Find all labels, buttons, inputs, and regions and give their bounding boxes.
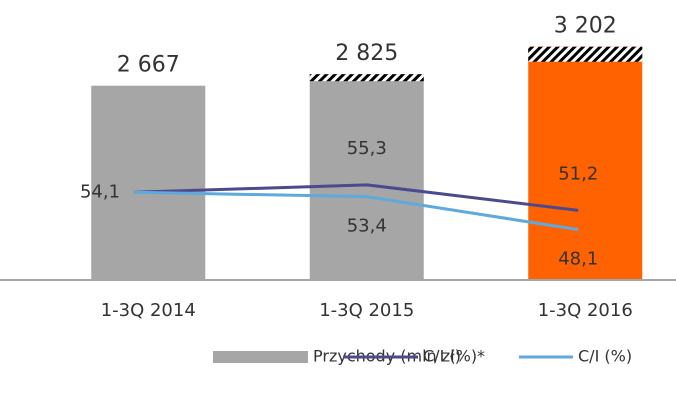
bar-hatch xyxy=(528,46,643,62)
bar xyxy=(91,85,206,280)
legend-label: C/I (%)* xyxy=(423,347,485,366)
legend-label: C/I (%) xyxy=(578,347,632,366)
legend-swatch xyxy=(213,351,308,363)
line-label: 54,1 xyxy=(80,181,120,202)
line-label: 53,4 xyxy=(347,216,387,237)
bar-label: 2 825 xyxy=(335,41,398,66)
line xyxy=(134,190,579,232)
x-tick-label: 1-3Q 2014 xyxy=(101,300,196,321)
line-label: 51,2 xyxy=(558,163,598,184)
x-tick-label: 1-3Q 2015 xyxy=(319,300,414,321)
line-label: 48,1 xyxy=(558,249,598,270)
line-label: 55,3 xyxy=(347,138,387,159)
bar-hatch xyxy=(309,74,424,82)
x-tick-label: 1-3Q 2016 xyxy=(538,300,633,321)
line xyxy=(134,183,579,212)
bar xyxy=(309,74,424,280)
bar-label: 3 202 xyxy=(554,14,617,39)
bar xyxy=(528,46,643,281)
bar-label: 2 667 xyxy=(117,53,180,78)
